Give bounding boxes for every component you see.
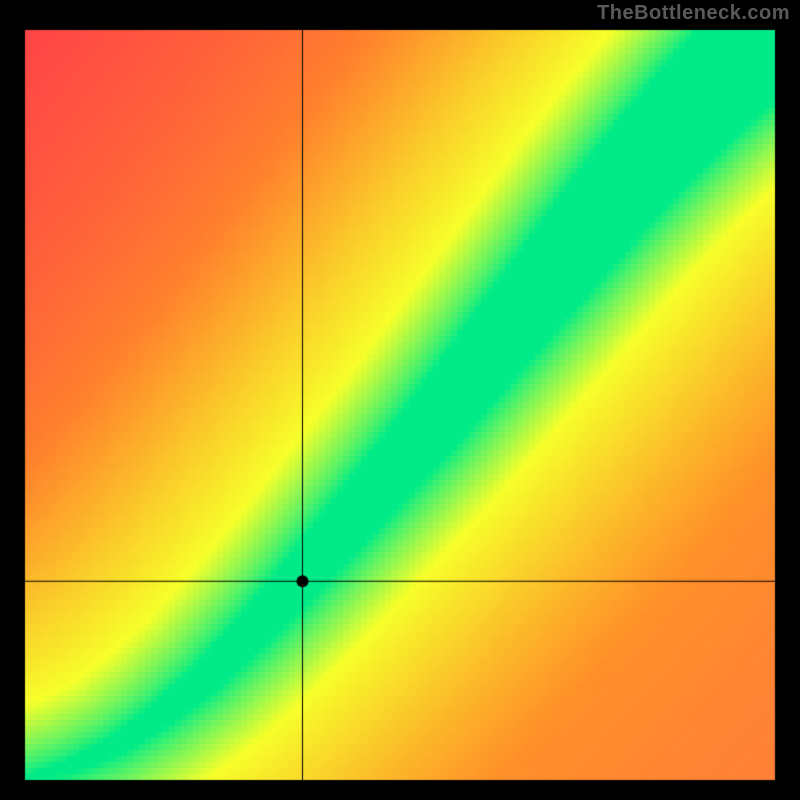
heatmap-canvas — [0, 0, 800, 800]
watermark-text: TheBottleneck.com — [597, 2, 790, 25]
chart-container: TheBottleneck.com — [0, 0, 800, 800]
